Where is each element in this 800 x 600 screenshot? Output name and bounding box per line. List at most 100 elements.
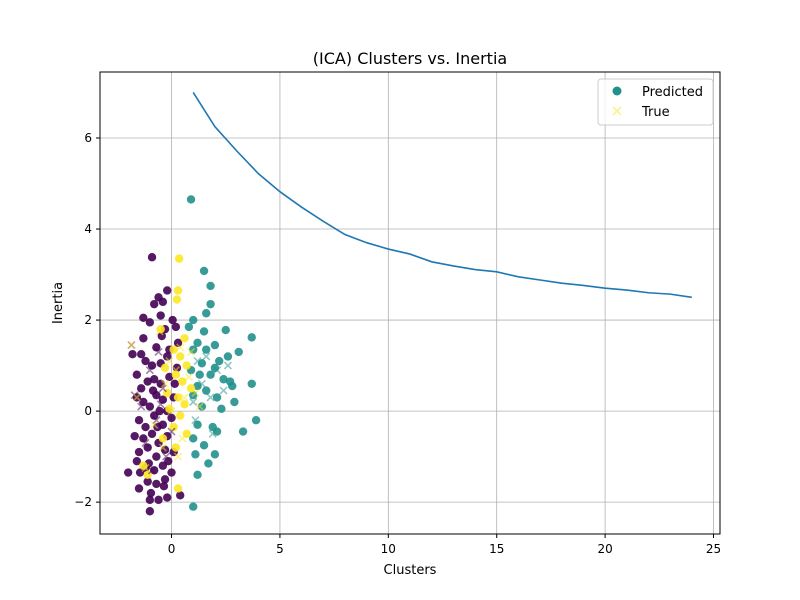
predicted-point (174, 254, 184, 263)
predicted-point (134, 447, 144, 457)
predicted-point (149, 466, 159, 475)
y-tick-label: 2 (84, 313, 92, 327)
predicted-point (173, 338, 183, 348)
predicted-point (189, 315, 198, 325)
true-point (193, 356, 202, 366)
predicted-point (195, 370, 204, 379)
predicted-point (158, 395, 168, 404)
predicted-point (212, 427, 222, 436)
predicted-point (152, 452, 161, 461)
predicted-point (176, 491, 185, 500)
predicted-point (152, 479, 161, 489)
predicted-point (139, 434, 148, 443)
x-axis-label: Clusters (384, 563, 437, 578)
true-point (173, 452, 183, 461)
true-point (208, 429, 217, 438)
y-tick-label: −2 (74, 495, 92, 509)
predicted-point (139, 334, 148, 343)
true-point (176, 343, 185, 352)
predicted-point (251, 416, 261, 425)
true-point (155, 327, 164, 336)
x-axis-ticks: 0 5 10 15 20 25 (168, 534, 721, 556)
predicted-point (152, 343, 161, 352)
predicted-point (146, 488, 156, 498)
predicted-point (219, 375, 228, 384)
true-point (132, 393, 141, 402)
true-point (186, 347, 196, 356)
predicted-point (178, 377, 187, 386)
x-tick-label: 25 (706, 542, 721, 556)
predicted-point (173, 484, 183, 493)
legend-label: True (641, 105, 670, 120)
predicted-point (210, 340, 220, 350)
predicted-point (163, 493, 172, 502)
true-point (127, 341, 136, 350)
legend-box (597, 78, 714, 126)
predicted-point (156, 311, 165, 320)
true-point (162, 452, 171, 461)
predicted-point (172, 295, 182, 304)
predicted-point (154, 495, 163, 505)
true-point (141, 463, 150, 473)
true-point (178, 434, 187, 443)
predicted-point (147, 253, 157, 262)
predicted-point (217, 404, 226, 414)
chart-title: (ICA) Clusters vs. Inertia (313, 49, 507, 68)
predicted-point (164, 456, 173, 466)
true-point (171, 366, 180, 375)
predicted-point (141, 422, 150, 432)
predicted-point (145, 495, 155, 505)
true-point (191, 416, 200, 425)
predicted-point (176, 411, 185, 420)
predicted-point (148, 386, 158, 395)
predicted-point (145, 507, 155, 516)
inertia-line (192, 92, 692, 299)
legend: Predicted True (597, 78, 714, 126)
predicted-point (191, 450, 200, 459)
predicted-point (143, 477, 152, 486)
predicted-point (247, 379, 256, 388)
true-point (189, 397, 198, 407)
true-point (223, 361, 232, 370)
predicted-point (163, 286, 172, 295)
true-point (184, 372, 193, 382)
true-point (156, 400, 165, 409)
predicted-point (182, 361, 191, 370)
predicted-point (136, 350, 146, 359)
true-point (152, 416, 161, 425)
predicted-point (159, 482, 169, 491)
predicted-point (193, 420, 202, 429)
y-tick-label: 0 (84, 404, 92, 418)
legend-label: Predicted (642, 85, 703, 100)
y-axis-ticks: −2 0 2 4 6 (74, 131, 100, 509)
predicted-point (170, 379, 179, 388)
predicted-point (155, 406, 164, 416)
predicted-point (206, 281, 215, 291)
predicted-point (169, 345, 178, 354)
predicted-point (204, 459, 213, 468)
true-point (154, 347, 163, 356)
predicted-point (202, 309, 211, 318)
predicted-point (165, 372, 174, 382)
true-point (197, 379, 206, 388)
predicted-point (210, 450, 220, 459)
true-point (158, 443, 167, 452)
predicted-point (186, 195, 196, 204)
predicted-point (199, 266, 209, 276)
true-point (160, 379, 170, 388)
predicted-point (147, 361, 157, 370)
true-point (219, 386, 228, 395)
predicted-point (176, 352, 185, 361)
true-point (150, 420, 159, 429)
true-point (195, 402, 204, 411)
predicted-point (149, 299, 159, 309)
predicted-point (230, 397, 239, 407)
predicted-point (212, 393, 222, 402)
predicted-point (189, 434, 198, 443)
grid-lines (100, 72, 720, 534)
true-point (206, 393, 215, 402)
true-point (202, 352, 211, 361)
predicted-point (145, 402, 155, 411)
legend-predicted-marker (612, 86, 622, 96)
